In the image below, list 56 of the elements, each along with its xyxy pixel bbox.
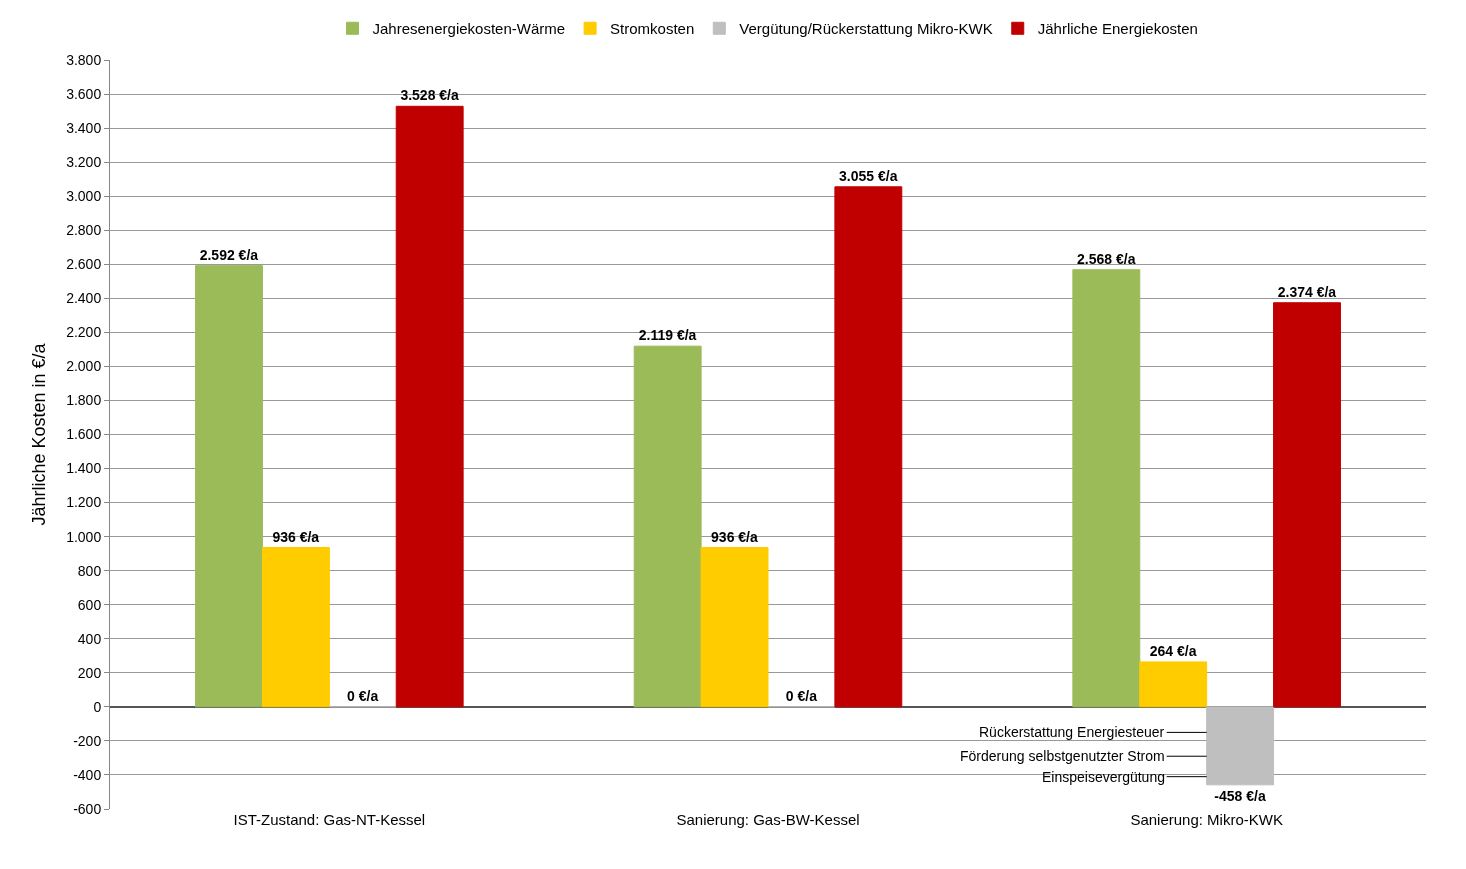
- y-tick-label: 2.000: [66, 358, 102, 375]
- data-label: 936 €/a: [272, 528, 320, 545]
- y-tick-label: 2.400: [66, 290, 102, 307]
- y-tick-label: 3.800: [66, 51, 102, 68]
- data-label: 2.592 €/a: [199, 246, 259, 263]
- bar: [1273, 302, 1341, 708]
- y-tick-label: 2.200: [66, 324, 102, 341]
- bar: [261, 547, 330, 708]
- data-label: 2.119 €/a: [638, 327, 697, 344]
- y-tick-label: -200: [73, 732, 102, 749]
- bar: [633, 345, 702, 708]
- bar: [700, 547, 769, 708]
- bar: [195, 265, 263, 708]
- y-tick-label: 1.200: [66, 494, 102, 511]
- legend-label: Stromkosten: [610, 20, 695, 38]
- y-tick-label: 400: [77, 630, 102, 647]
- bar: [834, 186, 903, 708]
- bar: [395, 105, 464, 708]
- annotation: Einspeisevergütung: [1042, 769, 1165, 785]
- annotation: Förderung selbstgenutzter Strom: [960, 748, 1165, 764]
- y-tick-label: 600: [77, 596, 102, 613]
- y-tick-label: 3.000: [66, 188, 102, 205]
- y-tick-label: 800: [77, 562, 102, 579]
- x-tick-label: Sanierung: Mikro-KWK: [1130, 811, 1283, 828]
- legend-label: Jährliche Energiekosten: [1037, 20, 1198, 38]
- y-tick-label: 2.800: [66, 222, 102, 239]
- y-tick-label: -400: [73, 766, 102, 783]
- data-label: 0 €/a: [347, 687, 379, 704]
- annotation: Rückerstattung Energiesteuer: [979, 724, 1165, 740]
- y-tick-label: 2.600: [66, 256, 102, 273]
- y-tick-label: 1.600: [66, 426, 102, 443]
- bar: [1139, 661, 1208, 708]
- y-tick-label: 1.400: [66, 460, 102, 477]
- data-label: 264 €/a: [1149, 642, 1197, 659]
- y-tick-label: 200: [77, 664, 102, 681]
- legend-label: Vergütung/Rückerstattung Mikro-KWK: [739, 20, 993, 38]
- y-tick-label: 1.000: [66, 528, 102, 545]
- y-tick-label: 1.800: [66, 392, 102, 409]
- data-label: 0 €/a: [785, 687, 818, 704]
- y-axis-title: Jährliche Kosten in €/a: [29, 342, 50, 526]
- y-tick-label: 0: [93, 698, 102, 715]
- y-tick-label: 3.600: [66, 85, 102, 102]
- legend-label: Jahresenergiekosten-Wärme: [372, 20, 566, 38]
- data-label: -458 €/a: [1214, 787, 1266, 804]
- data-label: 2.374 €/a: [1277, 283, 1337, 300]
- x-tick-label: IST-Zustand: Gas-NT-Kessel: [233, 811, 426, 828]
- data-label: 3.055 €/a: [839, 167, 898, 184]
- data-label: 936 €/a: [711, 528, 759, 545]
- x-tick-label: Sanierung: Gas-BW-Kessel: [676, 811, 860, 828]
- data-label: 2.568 €/a: [1077, 250, 1136, 267]
- bar: [1206, 706, 1275, 786]
- bar: [1072, 269, 1141, 708]
- y-tick-label: -600: [73, 800, 102, 817]
- data-label: 3.528 €/a: [400, 87, 459, 104]
- y-tick-label: 3.200: [66, 154, 102, 171]
- y-tick-label: 3.400: [66, 119, 102, 136]
